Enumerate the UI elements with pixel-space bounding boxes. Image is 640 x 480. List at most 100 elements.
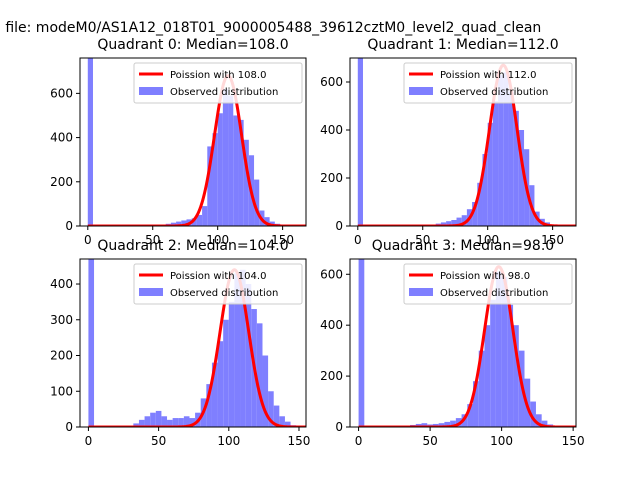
x-tick-label: 100 [206, 233, 229, 247]
legend-box [133, 263, 303, 305]
histogram-bar [284, 421, 291, 427]
histogram-bar [513, 110, 519, 226]
legend-bar-label: Observed distribution [170, 288, 278, 299]
y-tick-label: 400 [50, 131, 73, 145]
subplot-title: Quadrant 0: Median=108.0 [97, 37, 288, 53]
poisson-curve [357, 265, 576, 427]
axes-frame [349, 57, 577, 227]
histogram-bar [212, 133, 218, 226]
histogram-bar [279, 416, 285, 427]
histogram-bar [254, 179, 260, 226]
histogram-bar [440, 222, 447, 226]
y-tick-label: 200 [50, 175, 73, 189]
poisson-curve [86, 74, 306, 226]
histogram-bar [133, 423, 139, 427]
y-tick-label: 600 [320, 75, 343, 89]
histogram-bar [238, 119, 244, 226]
histogram-bar [228, 95, 234, 226]
legend-bar-label: Observed distribution [170, 87, 278, 98]
axes-frame [349, 258, 577, 428]
histogram-bar [240, 269, 246, 427]
histogram-bar [492, 101, 499, 226]
histogram-bar [189, 418, 196, 427]
legend-bar-swatch [139, 87, 163, 95]
axes-frame [79, 258, 307, 428]
x-tick-label: 50 [415, 233, 430, 247]
y-tick-label: 600 [320, 267, 343, 281]
histogram-bar [196, 214, 203, 226]
histogram-bar [507, 304, 514, 427]
x-tick-label: 150 [562, 434, 585, 448]
histogram-bar [88, 259, 95, 427]
subplot-3: 0 50 100 150 0 200 400 600 Quadrant 3: Median=98… [320, 238, 584, 448]
histogram-bar [273, 405, 280, 427]
x-tick-label: 100 [217, 434, 240, 448]
histogram-bar [473, 381, 479, 427]
histogram-bar [477, 182, 483, 226]
x-tick-label: 0 [85, 434, 93, 448]
subplot-title: Quadrant 3: Median=98.0 [372, 238, 554, 254]
histogram-bar [264, 217, 270, 226]
x-tick-label: 150 [271, 233, 294, 247]
histogram-bar [357, 58, 363, 226]
histogram-bar [358, 259, 365, 427]
histogram-bar [472, 202, 478, 226]
x-tick-label: 0 [84, 233, 92, 247]
legend-line-label: Poission with 104.0 [170, 271, 266, 282]
y-tick-label: 0 [65, 219, 73, 233]
histogram-bar [87, 58, 93, 226]
axes-frame [79, 57, 307, 227]
histogram-bar [217, 341, 224, 427]
plot-area-3 [357, 259, 576, 427]
histogram-bar [535, 414, 542, 427]
histogram-bar [178, 418, 184, 427]
histogram-bar [167, 419, 173, 427]
y-tick-label: 0 [65, 420, 73, 434]
histogram-bar [268, 391, 274, 427]
histogram-bar [150, 412, 156, 427]
histogram-bar [207, 146, 213, 226]
histogram-bar [172, 418, 179, 427]
y-tick-label: 600 [50, 86, 73, 100]
histogram-bar [176, 221, 182, 226]
y-tick-label: 200 [320, 369, 343, 383]
histogram-bar [228, 301, 235, 427]
histogram-bar [503, 72, 509, 226]
legend-line-label: Poission with 108.0 [170, 70, 266, 81]
x-tick-label: 150 [541, 233, 564, 247]
histogram-bar [256, 323, 263, 427]
histogram-bar [530, 401, 536, 427]
histogram-bar [484, 325, 491, 427]
y-tick-label: 200 [50, 349, 73, 363]
histogram-bar [450, 420, 456, 427]
legend-bar-swatch [409, 288, 433, 296]
legend-bar-swatch [409, 87, 433, 95]
histogram-bar [495, 271, 502, 427]
x-tick-label: 50 [151, 434, 166, 448]
legend: Poission with 104.0 Observed distribution [133, 263, 303, 305]
histogram-bar [183, 416, 190, 427]
legend-box [403, 62, 573, 104]
histogram-bar [222, 88, 229, 226]
histogram-bar [206, 384, 212, 427]
legend-bar-label: Observed distribution [440, 288, 548, 299]
histogram-bar [191, 218, 197, 226]
histogram-bar [144, 416, 151, 427]
histogram-bar [245, 284, 252, 427]
legend-box [133, 62, 303, 104]
histogram-bar [243, 139, 249, 226]
x-tick-label: 50 [422, 434, 437, 448]
histogram-bar [217, 113, 223, 226]
histogram-bar [487, 122, 493, 226]
histogram-bar [518, 130, 525, 226]
histogram-bar [498, 74, 504, 226]
histogram-bar [438, 423, 445, 427]
legend-bar-label: Observed distribution [440, 87, 548, 98]
legend: Poission with 112.0 Observed distribution [403, 62, 573, 104]
histogram-bar [508, 91, 514, 226]
x-tick-label: 100 [490, 434, 513, 448]
subplot-2: 0 50 100 150 0 100 200 300 400 Quadrant 2: Median… [50, 238, 310, 448]
histogram-bar [541, 420, 548, 427]
legend-line-label: Poission with 112.0 [440, 70, 536, 81]
